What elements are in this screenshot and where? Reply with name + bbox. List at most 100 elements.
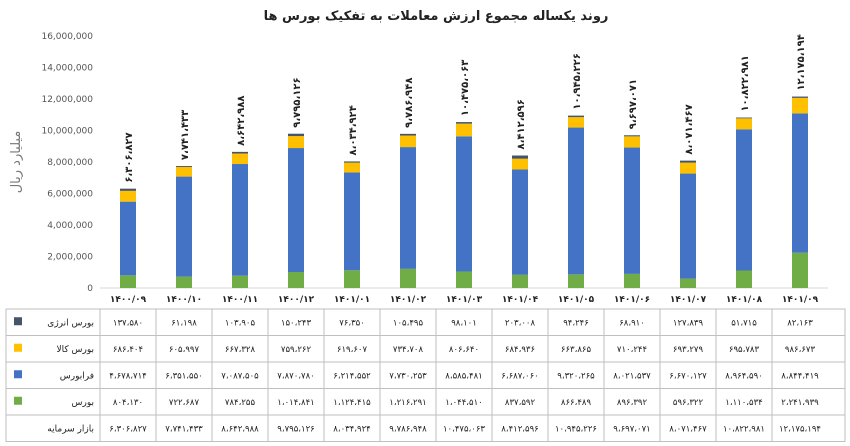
- bar-segment: [792, 97, 808, 114]
- table-cell: ۱۲۷،۸۳۹: [673, 318, 704, 328]
- y-axis-label: میلیارد ریال: [9, 131, 24, 194]
- table-cell: ۸۹۶،۳۹۲: [617, 398, 648, 408]
- table-cell: ۸،۵۸۵،۴۸۱: [445, 371, 482, 381]
- bar-segment: [680, 278, 696, 288]
- total-data-label: ۷،۷۴۱،۴۳۳: [180, 110, 191, 160]
- bar-segment: [736, 129, 752, 271]
- total-data-label: ۱۰،۸۲۲،۹۸۱: [740, 55, 751, 111]
- table-cell: ۵۹۶،۳۲۲: [673, 398, 704, 408]
- bar-segment: [568, 274, 584, 288]
- total-data-label: ۹،۷۹۵،۱۲۶: [292, 77, 303, 127]
- bar-segment: [176, 166, 192, 168]
- table-cell: ۸۰۶،۶۴۰: [449, 345, 479, 355]
- table-cell: ۸۶۶،۴۸۹: [561, 398, 592, 408]
- table-cell: ۸۳۷،۵۹۲: [505, 398, 536, 408]
- bar-segment: [288, 133, 304, 137]
- table-cell: ۶۶۳،۸۶۵: [561, 345, 592, 355]
- x-axis: ۱۴۰۰/۰۹ ۱۴۰۰/۱۰ ۱۴۰۰/۱۱ ۱۴۰۰/۱۲ ۱۴۰۱/۰۱ ۱۴۰۱/…: [110, 295, 819, 305]
- total-data-label: ۶،۳۰۶،۸۲۷: [124, 132, 135, 182]
- bar-segment: [456, 123, 472, 137]
- bar-segment: [680, 160, 696, 163]
- table-cell: ۶۶۷،۳۲۸: [225, 345, 256, 355]
- table-cell: ۶،۶۷۰،۱۲۷: [669, 371, 707, 381]
- bars-layer: [120, 96, 808, 288]
- table-cell: ۸۲،۱۶۳: [787, 318, 813, 328]
- legend-swatch: [14, 317, 22, 326]
- table-cell: ۶۸۴،۹۳۶: [505, 345, 535, 355]
- table-cell: ۹،۶۹۷،۰۷۱: [613, 424, 650, 434]
- table-cell: ۶۰۵،۹۹۷: [169, 345, 200, 355]
- bar-segment: [344, 161, 360, 163]
- y-tick-label: 12,000,000: [41, 95, 93, 105]
- table-cell: ۷۱۰،۲۴۴: [617, 345, 647, 355]
- table-cell: ۱،۱۱۰،۵۳۴: [725, 398, 762, 408]
- bar-segment: [736, 270, 752, 288]
- legend-swatch: [14, 396, 22, 405]
- x-tick-label: ۱۴۰۱/۰۱: [334, 295, 370, 305]
- table-cell: ۱۵۰،۲۴۳: [281, 318, 312, 328]
- table-cell: ۷،۸۷۰،۷۸۰: [277, 371, 314, 381]
- table-row-label: بازار سرمایه: [47, 424, 94, 434]
- y-tick-label: 10,000,000: [41, 127, 93, 137]
- y-tick-label: 2,000,000: [47, 253, 93, 263]
- table-cell: ۷،۷۳۰،۲۵۳: [389, 371, 427, 381]
- total-data-label: ۸،۰۳۴،۹۲۴: [348, 105, 359, 155]
- bar-segment: [792, 113, 808, 253]
- bar-segment: [232, 164, 248, 276]
- bar-segment: [344, 172, 360, 271]
- total-data-label: ۱۰،۴۷۵،۰۶۳: [460, 60, 471, 116]
- x-tick-label: ۱۴۰۰/۱۲: [278, 295, 315, 305]
- bar-segment: [736, 117, 752, 119]
- table-cell: ۸،۰۷۱،۴۶۷: [669, 424, 707, 434]
- bar-segment: [232, 153, 248, 165]
- bar-segment: [176, 276, 192, 288]
- bar-segment: [456, 136, 472, 272]
- bar-segment: [120, 190, 136, 202]
- bar-segment: [232, 151, 248, 154]
- x-tick-label: ۱۴۰۱/۰۹: [782, 295, 819, 305]
- x-tick-label: ۱۴۰۰/۱۱: [222, 295, 258, 305]
- table-cell: ۶۸۶،۴۰۴: [113, 345, 143, 355]
- bar-segment: [120, 275, 136, 288]
- table-cell: ۷۲۲،۶۸۷: [169, 398, 200, 408]
- table-row-label: بورس: [72, 398, 95, 408]
- table-cell: ۱۰،۸۲۲،۹۸۱: [723, 424, 765, 434]
- table-cell: ۶۹۵،۷۸۳: [729, 345, 760, 355]
- bar-segment: [288, 148, 304, 273]
- bar-segment: [680, 162, 696, 174]
- table-cell: ۸،۰۳۴،۹۲۴: [333, 424, 370, 434]
- bar-segment: [344, 162, 360, 173]
- total-data-label: ۹،۶۹۷،۰۷۱: [628, 79, 639, 129]
- table-cell: ۱۰۳،۹۰۵: [225, 318, 256, 328]
- bar-segment: [176, 167, 192, 177]
- table-cell: ۸۰۴،۱۳۰: [113, 398, 143, 408]
- bar-segment: [624, 136, 640, 148]
- table-cell: ۹۸،۱۰۱: [451, 318, 477, 328]
- table-cell: ۱۳۷،۵۸۰: [113, 318, 143, 328]
- table-row-label: بورس کالا: [56, 345, 94, 355]
- y-tick-label: 0: [87, 284, 93, 294]
- total-data-label: ۸،۶۴۲،۹۸۸: [236, 96, 247, 146]
- total-labels-layer: ۶،۳۰۶،۸۲۷ ۷،۷۴۱،۴۳۳ ۸،۶۴۲،۹۸۸ ۹،۷۹۵،۱۲۶ ۸،۰۳…: [124, 34, 807, 183]
- bar-segment: [512, 155, 528, 159]
- x-tick-label: ۱۴۰۱/۰۷: [670, 295, 707, 305]
- table-cell: ۱۰۵،۴۹۵: [393, 318, 424, 328]
- chart-title: روند یکساله مجموع ارزش معاملات به تفکیک …: [264, 9, 609, 24]
- x-tick-label: ۱۴۰۱/۰۵: [558, 295, 595, 305]
- bar-segment: [680, 173, 696, 279]
- table-cell: ۹،۷۹۵،۱۲۶: [277, 424, 314, 434]
- y-tick-label: 8,000,000: [47, 158, 93, 168]
- bar-segment: [120, 188, 136, 191]
- total-data-label: ۱۰،۹۴۵،۲۲۶: [572, 53, 583, 109]
- table-cell: ۲۰۳،۰۰۸: [505, 318, 536, 328]
- x-tick-label: ۱۴۰۰/۰۹: [110, 295, 147, 305]
- data-table: بورس انرژی ۱۳۷،۵۸۰ ۶۱،۱۹۸ ۱۰۳،۹۰۵ ۱۵۰،۲۴۳ ۷۶،…: [5, 308, 846, 442]
- total-data-label: ۸،۴۱۲،۵۹۶: [516, 99, 527, 149]
- table-cell: ۷۳۴،۷۰۸: [393, 345, 424, 355]
- x-tick-label: ۱۴۰۱/۰۳: [446, 295, 483, 305]
- table-cell: ۶،۶۸۷،۰۶۰: [501, 371, 538, 381]
- bar-segment: [792, 252, 808, 288]
- table-cell: ۴،۶۷۸،۷۱۴: [109, 371, 146, 381]
- y-tick-label: 4,000,000: [47, 221, 93, 231]
- total-data-label: ۱۲،۱۷۵،۱۹۴: [796, 34, 807, 90]
